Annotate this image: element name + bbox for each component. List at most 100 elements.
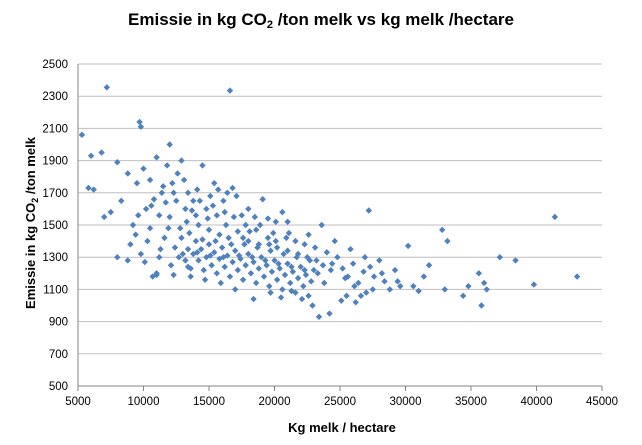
data-point — [187, 265, 194, 272]
y-tick-label: 1700 — [42, 188, 68, 200]
data-point — [180, 176, 188, 184]
data-point — [201, 276, 209, 283]
data-point — [226, 273, 234, 280]
data-point — [229, 184, 236, 192]
data-point — [280, 250, 287, 258]
data-point — [162, 199, 169, 206]
data-point — [283, 234, 290, 242]
data-point — [224, 252, 231, 259]
x-tick-label: 15000 — [193, 396, 225, 408]
data-point — [197, 245, 205, 253]
data-point — [136, 118, 143, 126]
data-point — [200, 266, 207, 274]
data-point — [444, 237, 451, 245]
data-point — [255, 265, 262, 272]
data-point — [230, 213, 238, 221]
data-point — [114, 254, 121, 261]
data-point — [415, 287, 422, 295]
data-point — [245, 250, 252, 258]
data-point — [284, 260, 291, 267]
data-point — [188, 207, 196, 214]
data-point — [194, 186, 201, 193]
data-point — [245, 237, 252, 245]
y-tick-label: 1500 — [42, 220, 68, 232]
data-point — [178, 234, 185, 242]
data-point — [78, 131, 86, 139]
data-point — [242, 221, 249, 229]
data-point — [266, 241, 273, 248]
data-point — [250, 258, 257, 266]
data-point — [213, 212, 221, 219]
data-point — [459, 292, 467, 300]
data-point — [349, 260, 357, 267]
data-point — [306, 257, 314, 264]
data-point — [404, 242, 412, 250]
data-point — [281, 271, 289, 279]
data-point — [252, 279, 260, 287]
data-point — [293, 254, 300, 261]
data-point — [309, 302, 316, 309]
data-point — [302, 271, 310, 279]
data-point — [551, 213, 559, 221]
data-point — [224, 189, 231, 196]
data-point — [195, 257, 202, 264]
data-point — [158, 189, 166, 196]
data-point — [305, 231, 312, 238]
data-point — [190, 197, 197, 205]
data-point — [192, 212, 200, 219]
data-point — [465, 282, 472, 290]
data-point — [288, 287, 295, 295]
data-point — [321, 279, 328, 287]
data-point — [107, 208, 114, 216]
data-point — [156, 212, 163, 219]
data-point — [220, 197, 227, 205]
data-point — [339, 265, 346, 272]
data-point — [169, 179, 176, 187]
data-point — [220, 254, 227, 261]
data-point — [259, 196, 266, 203]
data-points — [78, 84, 581, 320]
data-point — [530, 281, 538, 288]
data-point — [245, 205, 252, 213]
data-point — [264, 234, 272, 242]
data-point — [267, 289, 274, 296]
data-point — [144, 237, 151, 245]
data-point — [397, 282, 404, 290]
data-point — [142, 205, 150, 213]
x-tick-labels: 5000 10000 15000 20000 25000 30000 35000 40000 4… — [65, 396, 618, 408]
data-point — [496, 254, 504, 261]
data-point — [211, 179, 218, 187]
data-point — [205, 226, 213, 234]
data-point — [195, 221, 202, 229]
data-point — [234, 266, 242, 274]
data-point — [441, 286, 448, 293]
y-tick-label: 2100 — [42, 123, 68, 135]
y-tick-label: 1300 — [42, 252, 68, 264]
data-point — [184, 245, 192, 253]
x-tick-label: 5000 — [65, 396, 91, 408]
data-point — [370, 273, 378, 280]
data-point — [166, 213, 173, 221]
data-point — [203, 205, 210, 213]
data-point — [301, 241, 308, 248]
data-point — [262, 257, 269, 264]
data-point — [163, 162, 171, 169]
data-point — [313, 257, 320, 264]
data-point — [369, 286, 376, 293]
data-point — [175, 254, 183, 261]
data-point — [194, 249, 201, 256]
data-point — [221, 208, 228, 216]
data-point — [132, 231, 139, 238]
data-point — [267, 247, 274, 254]
data-point — [178, 157, 185, 164]
data-point — [480, 279, 488, 287]
data-point — [307, 278, 315, 285]
data-point — [222, 221, 230, 229]
data-point — [438, 226, 446, 234]
data-point — [204, 215, 211, 222]
data-point — [475, 270, 483, 277]
data-point — [573, 273, 581, 280]
data-point — [376, 257, 383, 264]
data-point — [208, 262, 215, 269]
